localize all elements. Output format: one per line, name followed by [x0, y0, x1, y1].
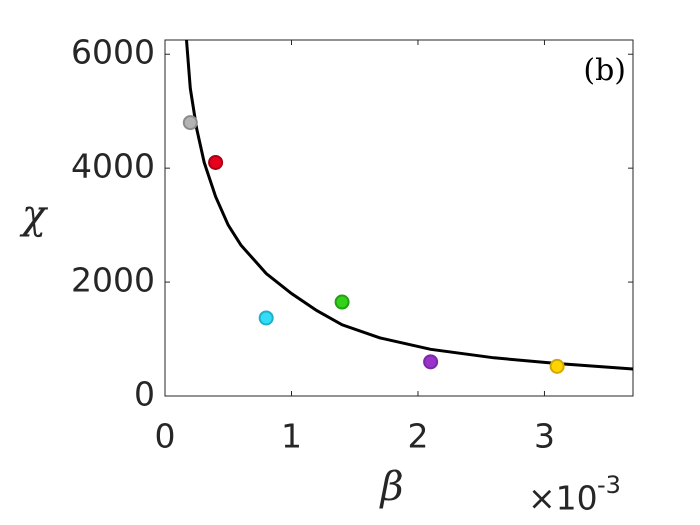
- data-point: [549, 358, 565, 374]
- panel-label: (b): [583, 53, 626, 88]
- data-point: [334, 294, 350, 310]
- x-tick-label: 1: [281, 417, 302, 456]
- x-tick-label: 0: [155, 417, 176, 456]
- y-tick-label: 2000: [71, 261, 155, 300]
- y-tick-label: 4000: [71, 147, 155, 186]
- x-axis-title: β: [378, 464, 403, 510]
- y-tick-label: 6000: [71, 33, 155, 72]
- y-axis-title: χ: [19, 192, 49, 238]
- x-tick-label: 3: [534, 417, 555, 456]
- data-point: [423, 354, 439, 370]
- x-multiplier-base: ×10: [528, 479, 598, 518]
- x-tick-label: 2: [407, 417, 428, 456]
- data-point: [208, 154, 224, 170]
- y-tick-label: 0: [134, 375, 155, 414]
- fit-curve: [185, 39, 634, 371]
- data-point: [258, 310, 274, 326]
- plot-frame: [164, 39, 634, 397]
- x-multiplier-exponent: -3: [597, 471, 621, 499]
- data-point: [182, 115, 198, 131]
